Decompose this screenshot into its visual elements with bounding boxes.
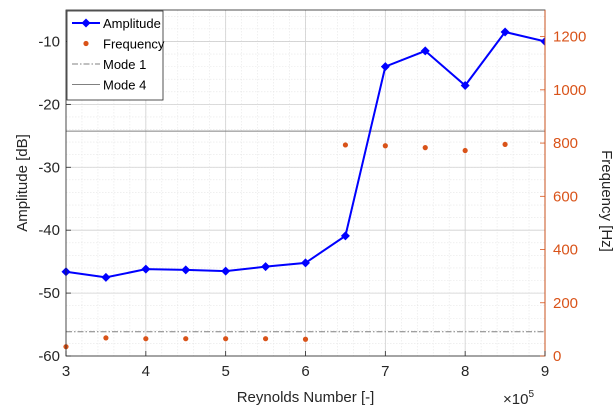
frequency-point — [422, 145, 428, 151]
x-axis-label: Reynolds Number [-] — [237, 389, 375, 406]
y2-tick-label: 600 — [553, 188, 578, 205]
amplitude-point — [420, 46, 430, 56]
amplitude-point — [380, 62, 390, 72]
frequency-point — [502, 141, 508, 148]
x-tick-label: 8 — [461, 363, 469, 380]
x-tick-label: 3 — [62, 363, 70, 380]
amplitude-point — [500, 27, 510, 37]
legend-label: Frequency — [103, 37, 165, 52]
legend: Amplitude Frequency Mode 1 Mode 4 — [66, 10, 165, 101]
x-tick-label: 7 — [381, 363, 389, 380]
amplitude-point — [101, 272, 111, 282]
legend-box — [66, 10, 164, 101]
y-tick-label: -10 — [38, 33, 60, 50]
amplitude-point — [301, 258, 310, 268]
frequency-point — [382, 143, 388, 149]
x-tick-label: 6 — [301, 363, 309, 380]
legend-entries: Amplitude Frequency Mode 1 Mode 4 — [72, 16, 165, 93]
bottom-axis: 3 4 5 6 7 8 9 — [62, 351, 549, 380]
major-grid — [65, 10, 546, 357]
legend-label: Mode 1 — [103, 57, 146, 72]
y2-axis-label: Frequency [Hz] — [598, 150, 613, 252]
legend-label: Amplitude — [103, 16, 161, 31]
right-axis: 0 200 400 600 800 1000 1200 — [540, 10, 586, 365]
y2-tick-label: 1000 — [553, 82, 586, 99]
amplitude-point — [261, 262, 271, 272]
y-tick-label: -60 — [38, 348, 60, 365]
x-tick-label: 5 — [221, 363, 229, 380]
frequency-point — [342, 142, 349, 148]
amplitude-point — [340, 231, 350, 241]
y-tick-label: -30 — [38, 159, 60, 176]
frequency-point — [183, 336, 189, 342]
frequency-point — [223, 336, 229, 342]
y-tick-label: -40 — [38, 222, 60, 239]
x-exponent-power: 5 — [528, 389, 534, 400]
y-tick-label: -20 — [38, 96, 60, 113]
amplitude-point — [181, 265, 191, 275]
frequency-point — [462, 147, 468, 154]
legend-amplitude-marker — [81, 18, 91, 28]
left-axis: -60 -50 -40 -30 -20 -10 — [38, 33, 71, 365]
amplitude-point — [221, 266, 231, 276]
y2-tick-label: 400 — [553, 242, 578, 259]
x-axis-exponent: ×105 — [503, 389, 534, 408]
frequency-point — [143, 336, 149, 342]
amplitude-point — [540, 36, 545, 46]
amplitude-point — [460, 80, 470, 90]
y-axis-label: Amplitude [dB] — [14, 134, 31, 232]
x-tick-label: 4 — [142, 363, 150, 380]
legend-frequency-marker — [83, 40, 89, 47]
frequency-point — [302, 336, 309, 342]
amplitude-point — [141, 264, 151, 274]
frequency-series — [63, 141, 508, 350]
y-tick-label: -50 — [38, 285, 60, 302]
reference-lines — [66, 130, 545, 333]
y2-tick-label: 800 — [553, 135, 578, 152]
y2-tick-label: 1200 — [553, 29, 586, 46]
frequency-point — [103, 335, 109, 341]
legend-label: Mode 4 — [103, 78, 146, 93]
y2-tick-label: 0 — [553, 348, 561, 365]
x-exponent-base: ×10 — [503, 391, 528, 408]
x-tick-label: 9 — [541, 363, 549, 380]
y2-tick-label: 200 — [553, 295, 578, 312]
amplitude-series — [61, 27, 545, 282]
frequency-point — [262, 336, 269, 342]
